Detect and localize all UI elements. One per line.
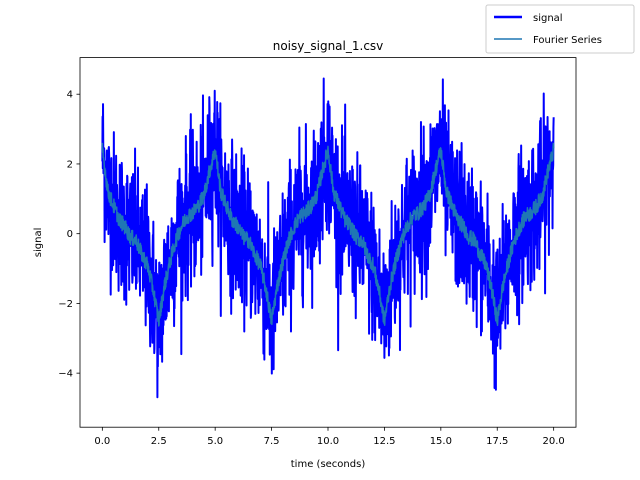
x-tick-label: 17.5 (486, 436, 508, 447)
y-tick-label: 2 (67, 159, 73, 170)
series-signal-line (101, 77, 555, 399)
y-tick-label: 4 (67, 90, 73, 101)
x-tick-label: 7.5 (264, 436, 280, 447)
x-axis-label: time (seconds) (291, 459, 366, 470)
x-axis-ticks: 0.0 2.5 5.0 7.5 10.0 12.5 15.0 17.5 20.0 (94, 427, 565, 447)
legend-label-signal: signal (533, 13, 563, 24)
x-tick-label: 20.0 (543, 436, 565, 447)
x-tick-label: 12.5 (373, 436, 395, 447)
x-tick-label: 0.0 (94, 436, 110, 447)
x-tick-label: 5.0 (207, 436, 223, 447)
x-tick-label: 15.0 (430, 436, 452, 447)
legend: signal Fourier Series (485, 4, 635, 54)
series-fourier-line (101, 142, 555, 327)
x-tick-label: 10.0 (317, 436, 339, 447)
y-axis-ticks: −4 −2 0 2 4 (58, 90, 80, 380)
y-tick-label: 0 (67, 229, 73, 240)
y-axis-label: signal (33, 228, 44, 258)
legend-frame (485, 4, 635, 54)
legend-label-fourier: Fourier Series (533, 35, 602, 46)
x-tick-label: 2.5 (151, 436, 167, 447)
chart-title: noisy_signal_1.csv (273, 39, 384, 53)
plot-area (79, 57, 577, 428)
y-tick-label: −4 (58, 369, 73, 380)
y-tick-label: −2 (58, 299, 73, 310)
